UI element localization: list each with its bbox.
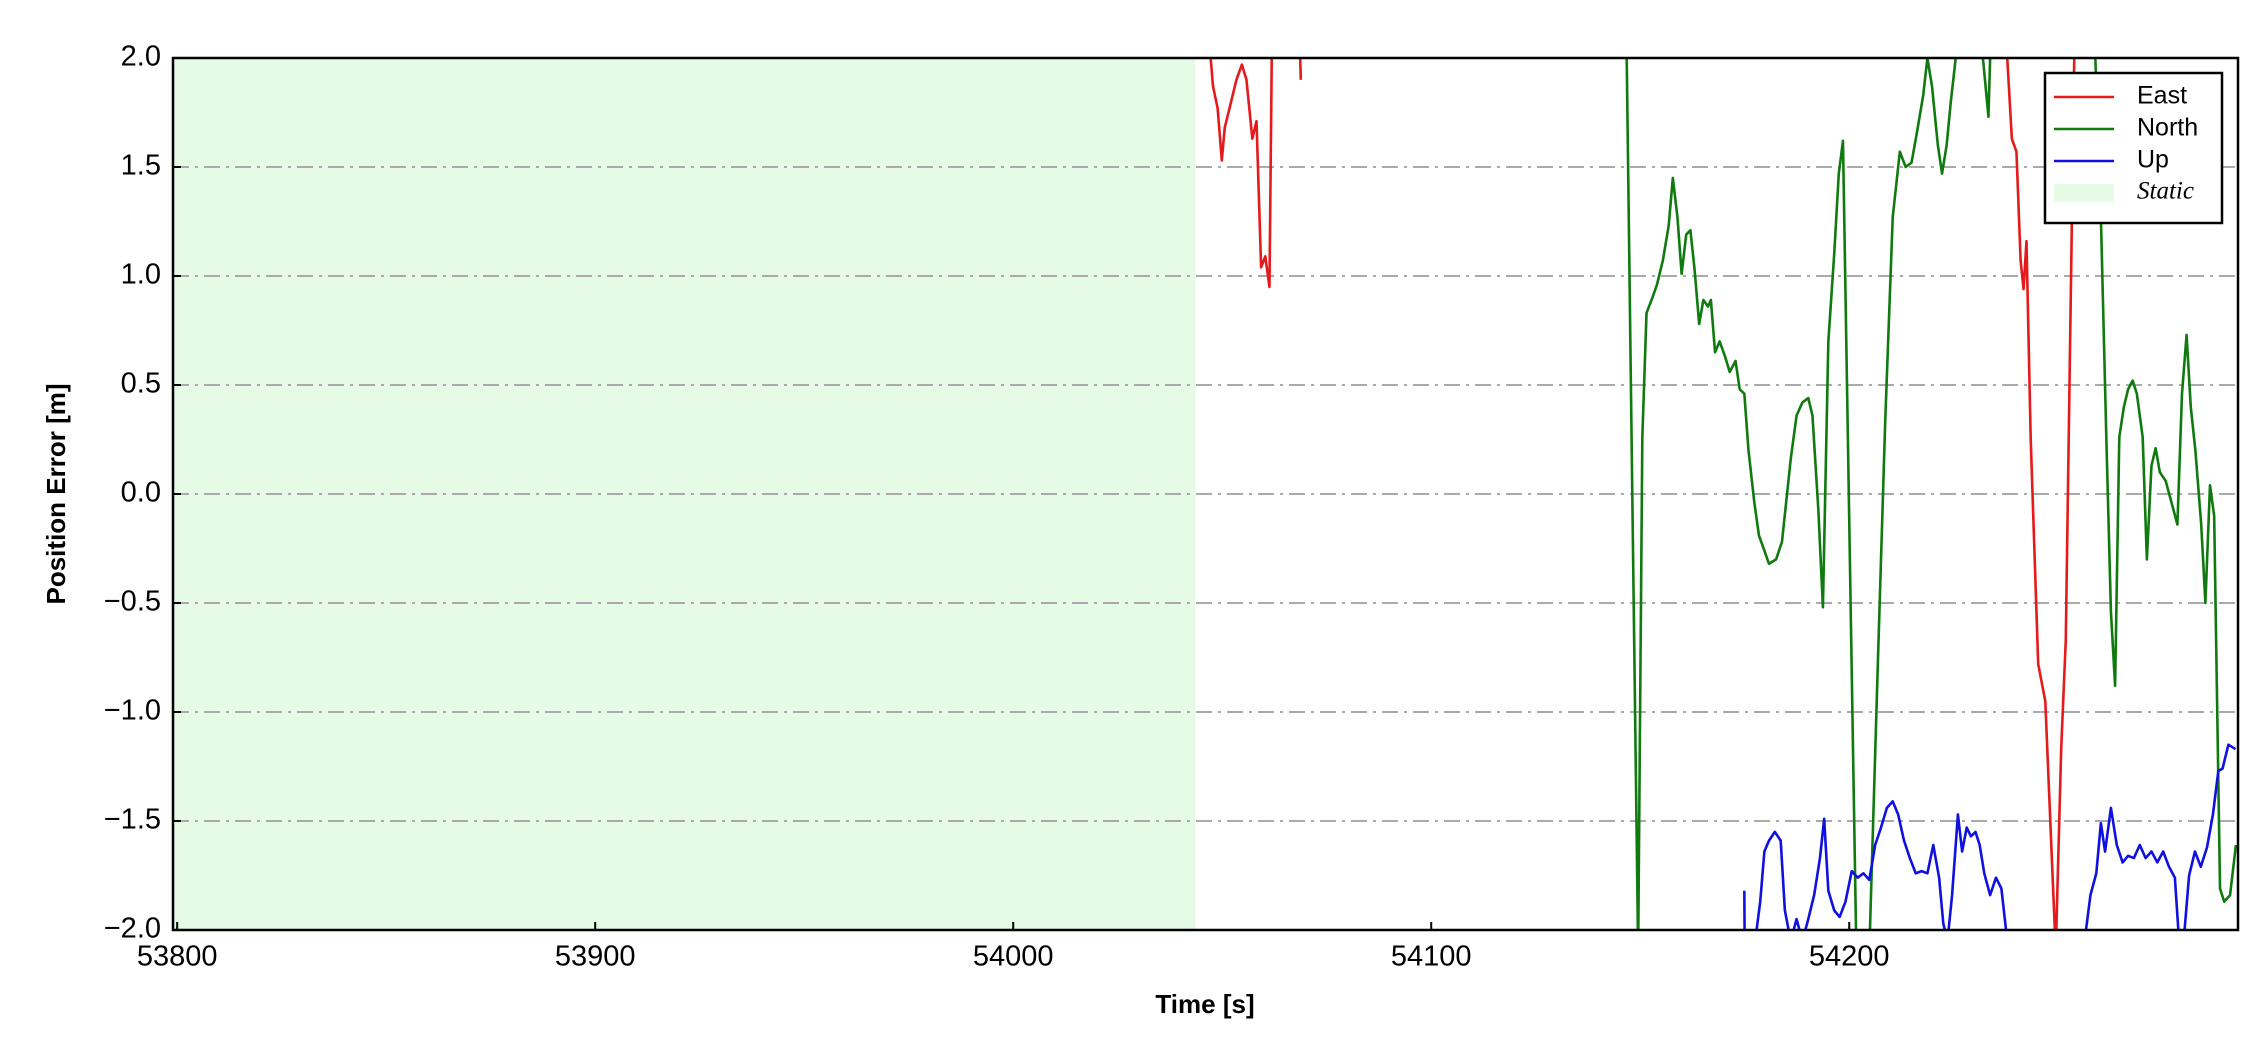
y-tick-label: 1.0	[121, 259, 161, 291]
legend-text: Up	[2137, 146, 2169, 174]
y-tick-label: −0.5	[104, 586, 161, 618]
y-tick-label: −1.0	[104, 695, 161, 727]
x-tick-label: 54100	[1391, 941, 1472, 973]
series-line	[1743, 743, 2237, 930]
y-axis-label: Position Error [m]	[41, 383, 71, 604]
x-tick-label: 53800	[137, 941, 218, 973]
x-tick-label: 54200	[1809, 941, 1890, 973]
series-line	[1209, 58, 2076, 930]
y-tick-label: −2.0	[104, 913, 161, 945]
legend-text: Static	[2137, 178, 2194, 205]
legend-text: East	[2137, 82, 2187, 110]
x-axis-label: Time [s]	[1155, 989, 1254, 1019]
x-tick-label: 54000	[973, 941, 1054, 973]
legend-text: North	[2137, 114, 2198, 142]
series-line	[1625, 58, 2238, 930]
y-tick-label: 2.0	[121, 41, 161, 73]
y-tick-label: 1.5	[121, 150, 161, 182]
y-tick-label: −1.5	[104, 804, 161, 836]
y-tick-label: 0.5	[121, 368, 161, 400]
x-tick-label: 53900	[555, 941, 636, 973]
y-tick-label: 0.0	[121, 477, 161, 509]
legend-swatch	[2054, 184, 2114, 202]
